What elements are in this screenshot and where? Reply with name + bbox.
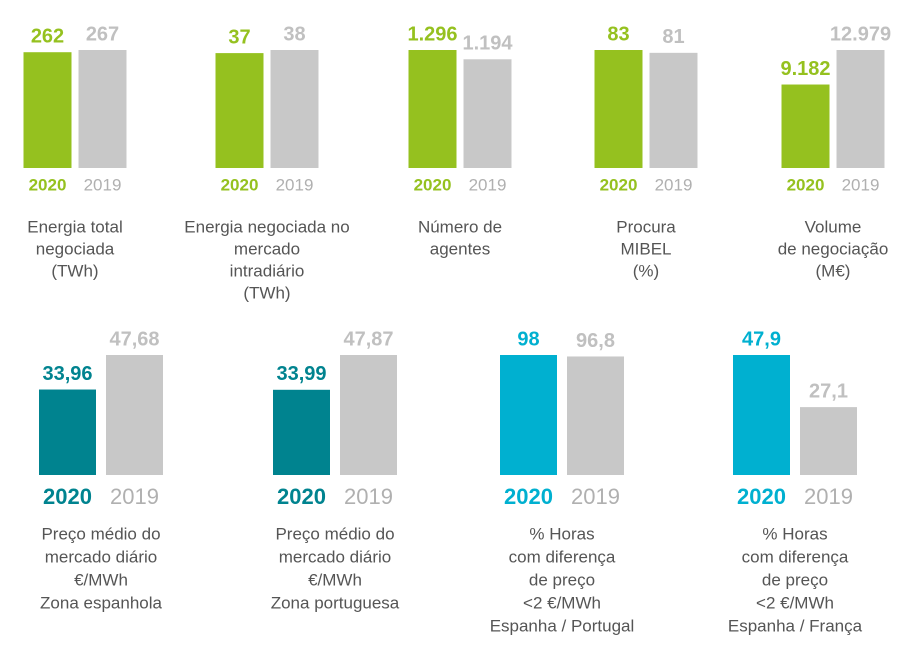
- caption-line: % Horas: [762, 524, 827, 543]
- bar: [215, 53, 264, 168]
- year-label: 2019: [842, 175, 880, 194]
- year-label: 2019: [110, 484, 159, 509]
- caption-line: Preço médio do: [41, 524, 160, 543]
- bar: [567, 356, 624, 475]
- year-label: 2019: [804, 484, 853, 509]
- bar: [106, 355, 163, 475]
- caption-line: €/MWh: [308, 570, 362, 589]
- value-label: 38: [283, 23, 305, 45]
- value-label: 262: [31, 25, 64, 47]
- caption-line: Espanha / Portugal: [490, 616, 635, 635]
- year-label: 2020: [737, 484, 786, 509]
- value-label: 12.979: [830, 23, 891, 45]
- value-label: 1.296: [407, 23, 457, 45]
- year-label: 2019: [571, 484, 620, 509]
- year-label: 2020: [221, 175, 259, 194]
- year-label: 2019: [469, 175, 507, 194]
- bar: [500, 355, 557, 475]
- value-label: 96,8: [576, 330, 615, 352]
- year-label: 2020: [787, 175, 825, 194]
- caption-line: Energia negociada no: [184, 217, 349, 236]
- caption-line: mercado diário: [45, 547, 157, 566]
- bar: [781, 84, 830, 168]
- value-label: 47,9: [742, 328, 781, 350]
- caption-line: Zona espanhola: [40, 593, 162, 612]
- value-label: 47,68: [109, 328, 159, 350]
- caption-line: <2 €/MWh: [523, 593, 601, 612]
- caption-line: negociada: [36, 239, 115, 258]
- caption-line: €/MWh: [74, 570, 128, 589]
- value-label: 33,96: [42, 363, 92, 385]
- bar: [594, 50, 643, 168]
- year-label: 2019: [344, 484, 393, 509]
- caption-line: mercado diário: [279, 547, 391, 566]
- value-label: 33,99: [276, 363, 326, 385]
- caption-line: Zona portuguesa: [271, 593, 400, 612]
- bar: [408, 50, 457, 168]
- caption-line: Espanha / França: [728, 616, 863, 635]
- bar: [39, 389, 96, 475]
- caption-line: Energia total: [27, 217, 122, 236]
- caption-line: % Horas: [529, 524, 594, 543]
- bar: [340, 355, 397, 475]
- caption-line: de negociação: [778, 239, 889, 258]
- bar: [649, 52, 698, 169]
- year-label: 2020: [43, 484, 92, 509]
- caption-line: intradiário: [230, 261, 305, 280]
- caption-line: com diferença: [742, 547, 849, 566]
- bar: [23, 52, 72, 168]
- caption-line: agentes: [430, 239, 491, 258]
- caption-line: Procura: [616, 217, 676, 236]
- caption-line: Volume: [805, 217, 862, 236]
- year-label: 2020: [277, 484, 326, 509]
- year-label: 2019: [655, 175, 693, 194]
- value-label: 37: [228, 26, 250, 48]
- caption-line: com diferença: [509, 547, 616, 566]
- value-label: 267: [86, 23, 119, 45]
- value-label: 81: [662, 26, 684, 48]
- caption-line: (M€): [816, 261, 851, 280]
- caption-line: de preço: [762, 570, 828, 589]
- value-label: 83: [607, 23, 629, 45]
- year-label: 2019: [276, 175, 314, 194]
- bar: [463, 59, 512, 169]
- bar: [273, 389, 330, 475]
- value-label: 47,87: [343, 328, 393, 350]
- caption-line: MIBEL: [620, 239, 671, 258]
- caption-line: Número de: [418, 217, 502, 236]
- caption-line: Preço médio do: [275, 524, 394, 543]
- bar: [800, 407, 857, 475]
- year-label: 2020: [504, 484, 553, 509]
- caption-line: (TWh): [51, 261, 98, 280]
- caption-line: (TWh): [243, 283, 290, 302]
- value-label: 98: [517, 328, 539, 350]
- caption-line: (%): [633, 261, 659, 280]
- bar: [270, 50, 319, 168]
- value-label: 9.182: [780, 58, 830, 80]
- bar: [733, 355, 790, 475]
- year-label: 2020: [600, 175, 638, 194]
- caption-line: <2 €/MWh: [756, 593, 834, 612]
- value-label: 1.194: [462, 33, 513, 55]
- value-label: 27,1: [809, 380, 848, 402]
- year-label: 2019: [84, 175, 122, 194]
- caption-line: mercado: [234, 239, 300, 258]
- bar: [78, 50, 127, 168]
- bar: [836, 50, 885, 168]
- year-label: 2020: [29, 175, 67, 194]
- caption-line: de preço: [529, 570, 595, 589]
- year-label: 2020: [414, 175, 452, 194]
